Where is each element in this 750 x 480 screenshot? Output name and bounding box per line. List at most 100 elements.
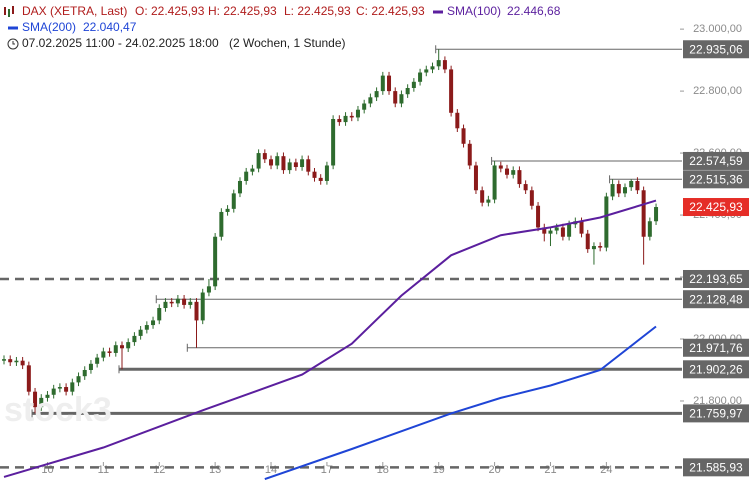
level-label-box bbox=[683, 151, 749, 170]
watermark: stock3 bbox=[4, 391, 112, 429]
candle-body bbox=[424, 69, 429, 73]
candle-body bbox=[486, 199, 491, 203]
candle-body bbox=[355, 109, 360, 118]
level-label: 21.902,26 bbox=[689, 362, 743, 376]
candle-body bbox=[591, 246, 596, 250]
x-tick-label: 21 bbox=[544, 464, 556, 476]
candle-body bbox=[39, 397, 44, 408]
candle-body bbox=[45, 394, 50, 398]
candle-body bbox=[380, 75, 385, 92]
candle-body bbox=[517, 170, 522, 185]
candle-body bbox=[57, 387, 62, 389]
candle-body bbox=[107, 351, 112, 353]
x-tick-label: 13 bbox=[209, 464, 221, 476]
candle-body bbox=[213, 236, 218, 287]
level-label-box bbox=[683, 170, 749, 189]
candle-body bbox=[337, 118, 342, 123]
level-label-box bbox=[683, 458, 749, 477]
candle-body bbox=[113, 345, 118, 353]
icon bbox=[12, 6, 14, 14]
candle-body bbox=[318, 177, 323, 181]
candle-body bbox=[641, 190, 646, 237]
x-tick-label: 11 bbox=[98, 464, 109, 476]
candle-body bbox=[579, 221, 584, 234]
candle-body bbox=[393, 91, 398, 104]
header: DAX (XETRA, Last) O: 22.425,93 H: 22.425… bbox=[4, 4, 561, 50]
candle-body bbox=[616, 184, 621, 194]
candle-body bbox=[20, 360, 25, 366]
candle-body bbox=[405, 88, 410, 95]
candle-body bbox=[237, 180, 242, 194]
candle-body bbox=[473, 165, 478, 191]
level-label: 22.515,36 bbox=[689, 172, 743, 186]
candle-body bbox=[554, 227, 559, 231]
candle-body bbox=[250, 168, 255, 172]
ohlc-label: O: 22.425,93 bbox=[135, 4, 205, 18]
candle-body bbox=[505, 168, 510, 175]
candle-body bbox=[623, 187, 627, 194]
candle-body bbox=[492, 165, 497, 200]
candle-body bbox=[188, 301, 193, 305]
y-tick-label: 23.000,00 bbox=[693, 23, 742, 35]
level-label: 22.935,06 bbox=[689, 42, 743, 56]
level-label-box bbox=[683, 198, 749, 217]
candle-body bbox=[231, 193, 236, 209]
x-tick-label: 17 bbox=[321, 464, 333, 476]
level-label-box bbox=[683, 40, 749, 59]
candle-body bbox=[126, 342, 131, 349]
candle-body bbox=[8, 359, 13, 363]
x-tick-label: 14 bbox=[265, 464, 277, 476]
candle-body bbox=[70, 382, 75, 392]
legend-label: SMA(100) bbox=[447, 4, 501, 18]
candle-body bbox=[138, 329, 143, 336]
candle-body bbox=[26, 365, 31, 392]
x-tick-label: 19 bbox=[433, 464, 445, 476]
candle-body bbox=[293, 162, 298, 168]
candle-body bbox=[275, 156, 280, 166]
candle-body bbox=[362, 103, 367, 110]
title: DAX (XETRA, Last) bbox=[22, 4, 127, 18]
candle-body bbox=[449, 69, 454, 113]
candle-body bbox=[200, 292, 205, 321]
level-label-box bbox=[683, 269, 749, 288]
sma-line bbox=[264, 325, 657, 480]
candle-body bbox=[560, 227, 565, 237]
candle-body bbox=[64, 387, 69, 392]
candle-body bbox=[256, 153, 261, 169]
candle-body bbox=[455, 112, 460, 129]
candle-body bbox=[287, 162, 292, 171]
candle-body bbox=[324, 165, 329, 181]
candle-body bbox=[629, 180, 634, 188]
candle-body bbox=[76, 376, 81, 383]
candle-body bbox=[157, 308, 162, 321]
candle-body bbox=[536, 205, 541, 228]
ohlc-label: L: 22.425,93 bbox=[284, 4, 351, 18]
candle-body bbox=[399, 94, 404, 104]
candle-body bbox=[368, 97, 373, 104]
candle-body bbox=[529, 190, 534, 206]
levels bbox=[0, 45, 682, 469]
candle-body bbox=[411, 81, 416, 89]
candle-body bbox=[144, 325, 149, 330]
candle-body bbox=[542, 227, 547, 234]
level-label: 22.425,93 bbox=[689, 200, 743, 214]
candle-body bbox=[523, 184, 528, 191]
candle-body bbox=[88, 363, 93, 370]
candle-body bbox=[169, 301, 174, 304]
y-tick-label: 22.800,00 bbox=[693, 85, 742, 97]
x-tick-label: 24 bbox=[600, 464, 612, 476]
candle-body bbox=[151, 320, 156, 326]
sma-line bbox=[3, 199, 657, 478]
x-tick-label: 20 bbox=[488, 464, 500, 476]
candle-body bbox=[635, 180, 640, 191]
candle-body bbox=[101, 351, 106, 358]
candle-body bbox=[585, 233, 590, 250]
level-label-box bbox=[683, 338, 749, 357]
y-tick-label: 21.800,00 bbox=[693, 395, 742, 407]
candle-body bbox=[436, 60, 441, 67]
ohlc-label: C: 22.425,93 bbox=[356, 4, 425, 18]
level-label: 21.759,97 bbox=[689, 407, 743, 421]
interval: (2 Wochen, 1 Stunde) bbox=[229, 36, 346, 50]
candle-body bbox=[206, 286, 211, 293]
